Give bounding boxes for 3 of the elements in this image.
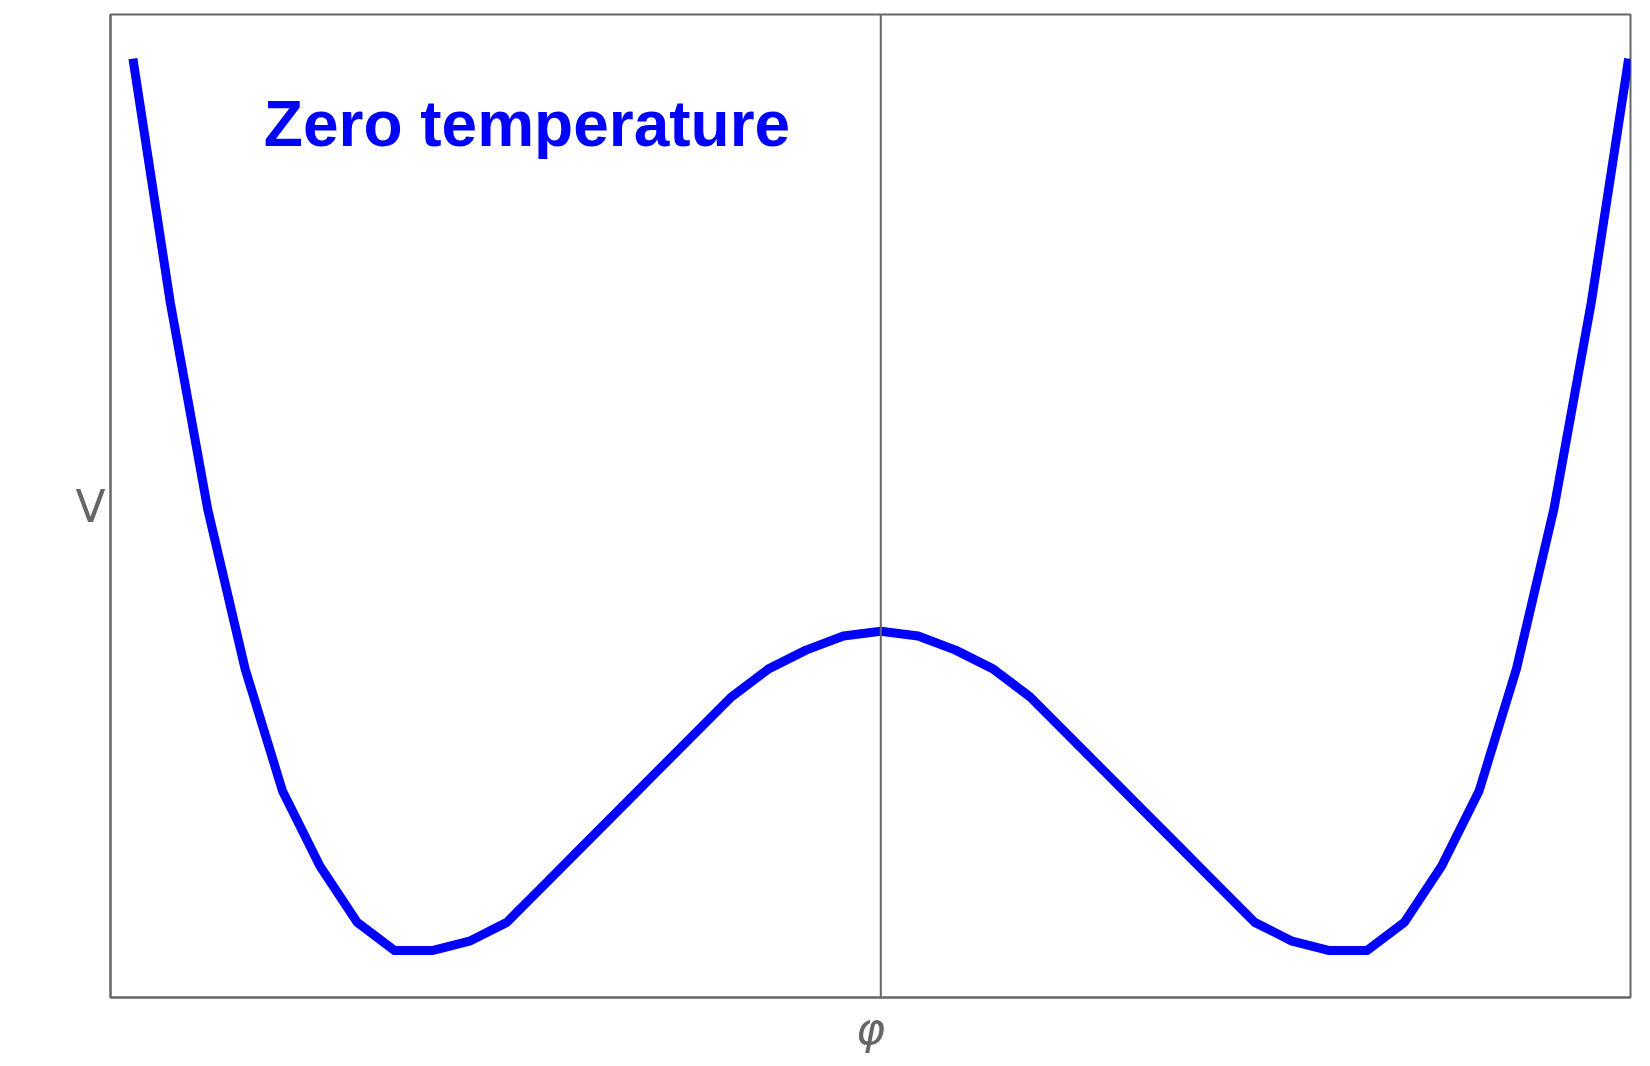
y-axis-title: V: [75, 480, 106, 532]
x-axis-title: φ: [855, 1002, 886, 1054]
annotation: Zero temperature: [263, 88, 791, 161]
